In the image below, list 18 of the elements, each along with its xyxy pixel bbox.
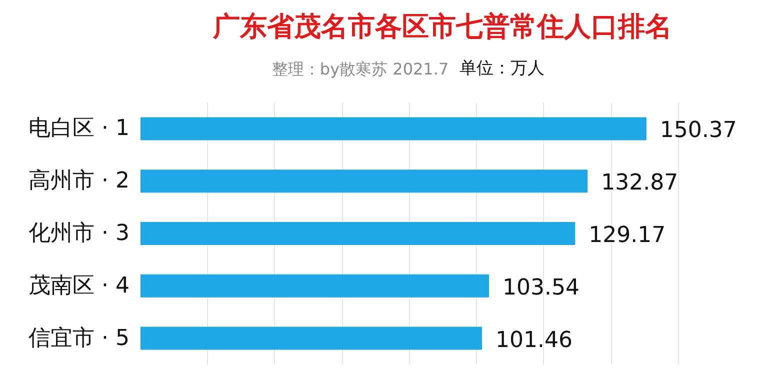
data-label: 132.87 <box>601 170 678 196</box>
y-tick-label: 电白区 · 1 <box>28 116 130 142</box>
data-label: 101.46 <box>496 328 573 353</box>
chart-title: 广东省茂名市各区市七普常住人口排名 <box>212 12 672 42</box>
chart-subtitle: 整理：by散寒苏 2021.7 <box>272 60 449 78</box>
bar <box>140 170 588 193</box>
y-tick-label: 高州市 · 2 <box>28 168 130 194</box>
data-label: 150.37 <box>660 118 737 144</box>
text: 单位：万人 <box>459 58 544 78</box>
data-label: 103.54 <box>502 275 580 300</box>
bar <box>140 274 490 298</box>
bar <box>140 117 646 140</box>
data-label: 129.17 <box>588 223 666 248</box>
y-tick-label: 茂南区 · 4 <box>28 273 130 298</box>
bar <box>140 222 576 246</box>
y-tick-label: 信宜市 · 5 <box>28 326 130 351</box>
bar <box>140 326 482 350</box>
y-tick-label: 化州市 · 3 <box>28 221 130 246</box>
